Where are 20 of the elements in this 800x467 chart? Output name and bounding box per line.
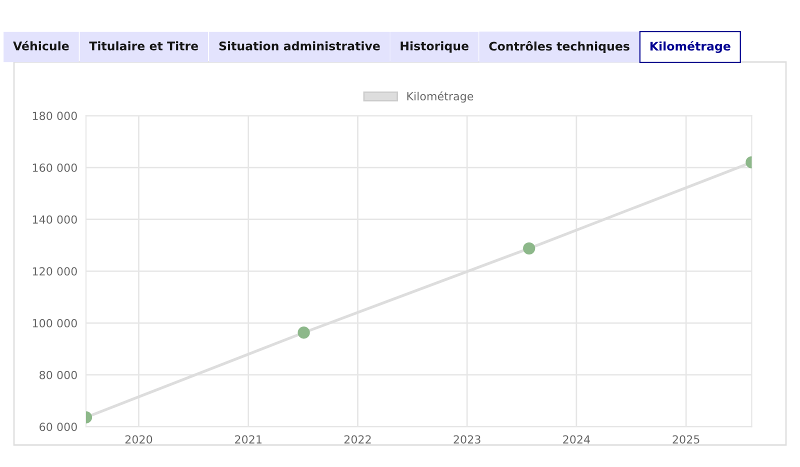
y-tick-label: 160 000: [32, 164, 77, 172]
x-tick-label: 2021: [235, 435, 262, 444]
text: Situation administrative: [219, 41, 380, 50]
text: Historique: [400, 41, 468, 53]
y-tick-label: 60 000: [40, 422, 77, 432]
text: Titulaire et Titre: [89, 41, 198, 50]
y-tick-label: 120 000: [32, 267, 77, 276]
y-tick-label: 80 000: [40, 370, 77, 380]
x-tick-label: 2022: [344, 435, 371, 444]
text: Kilométrage: [650, 41, 730, 53]
x-tick-label: 2025: [672, 435, 700, 444]
x-tick-label: 2020: [125, 435, 152, 444]
text: Véhicule: [13, 40, 69, 50]
y-tick-label: 140 000: [32, 215, 77, 224]
y-tick-label: 100 000: [32, 319, 77, 328]
legend-label: Kilométrage: [407, 91, 474, 103]
y-tick-label: 180 000: [32, 112, 77, 120]
text: Contrôles techniques: [489, 41, 630, 53]
x-tick-label: 2024: [563, 435, 590, 444]
x-tick-label: 2023: [454, 435, 480, 444]
